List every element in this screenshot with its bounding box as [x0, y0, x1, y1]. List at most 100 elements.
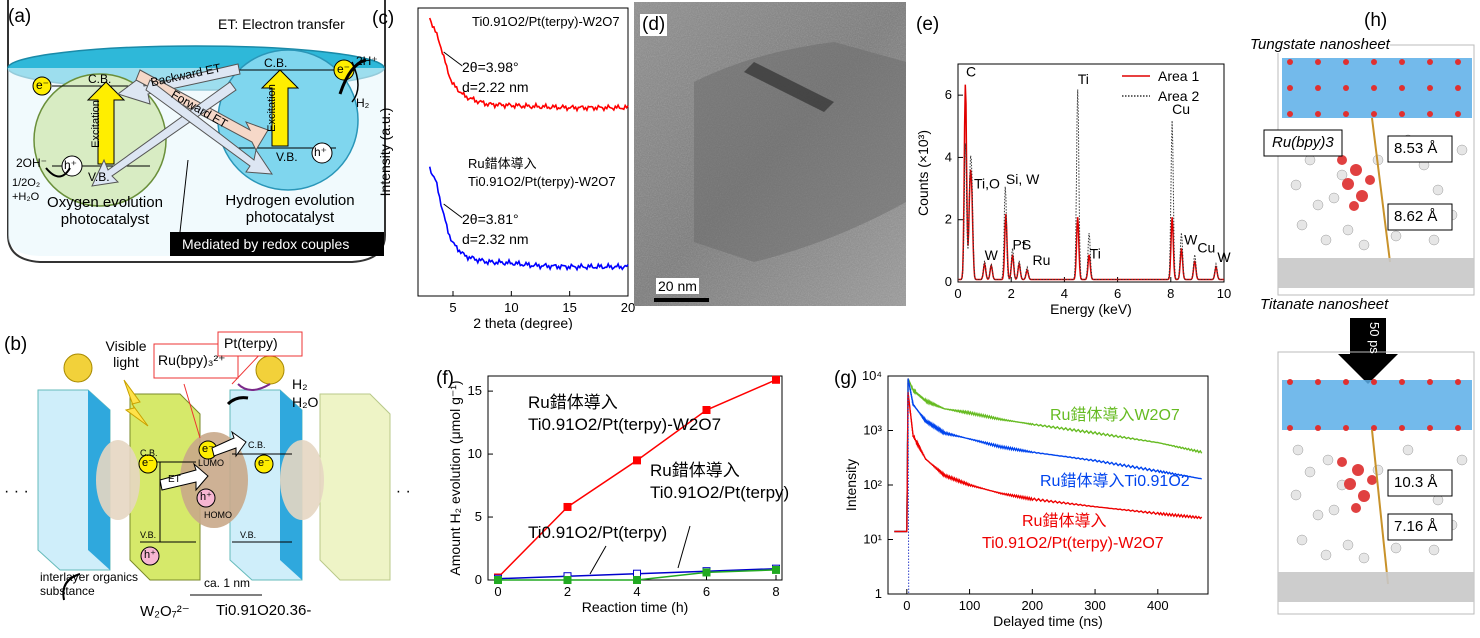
panel-label-e: (e) — [916, 14, 940, 35]
xrd-xtick-label: 10 — [504, 300, 518, 315]
visible-light-label: Visible light — [105, 338, 147, 370]
pl-ytick-label: 10² — [863, 477, 882, 492]
eds-peak-label: Pt — [1013, 236, 1026, 252]
panel-c: (c) 5 10 15 20 2 theta (degree) Intensity (a.… — [360, 0, 640, 331]
xrd-annotation: 2θ=3.98° — [462, 59, 519, 75]
electron-b2: e⁻ — [202, 443, 214, 455]
eds-peak-label: Cu — [1197, 239, 1215, 255]
hole-b1: h⁺ — [200, 491, 212, 503]
h2-series-name: Ti0.91O2/Pt(terpy) — [650, 483, 789, 502]
et-label-b: ET — [168, 474, 181, 485]
h2-data-point — [494, 576, 502, 584]
xrd-ylabel: Intensity (a.u.) — [377, 108, 393, 197]
panel-b-diagram: · · · · · · — [4, 331, 411, 601]
h2-series-name: Ti0.91O2/Pt(terpy) — [528, 523, 667, 542]
h2-data-point — [702, 406, 711, 414]
panel-f: (f) 0 2 4 6 8 0 5 10 15 Reaction time (h) Amount H… — [430, 362, 802, 633]
xrd-series-name: Ti0.91O2/Pt(terpy)-W2O7 — [468, 174, 616, 189]
h2-data-point — [772, 375, 780, 384]
pl-xtick-label: 100 — [959, 598, 981, 613]
h2-data-point — [633, 576, 641, 584]
scale-bar-label: 20 nm — [656, 278, 699, 294]
xrd-annotation: d=2.22 nm — [462, 79, 529, 95]
h2-xlabel: Reaction time (h) — [582, 599, 689, 615]
h2-ytick-label: 5 — [475, 509, 482, 524]
eds-xtick-label: 0 — [954, 286, 961, 301]
h2-xtick-label: 0 — [494, 584, 501, 599]
xrd-annotation-leader — [443, 51, 463, 67]
vb-label-right: V.B. — [276, 150, 298, 164]
panel-label-g: (g) — [834, 368, 858, 389]
h2-leader — [589, 545, 607, 575]
panel-b: (b) · · · · · · — [0, 330, 430, 633]
panel-a-diagram — [7, 0, 386, 263]
electron-b3: e⁻ — [258, 457, 270, 469]
interlayer-label: interlayer organics substance — [40, 570, 139, 598]
h2-label-b: H₂ — [292, 376, 308, 392]
h2-evolution-chart: 0 2 4 6 8 0 5 10 15 Reaction time (h) Amount H₂ ev… — [447, 375, 789, 615]
pl-series-name: Ru錯体導入 — [1022, 511, 1106, 530]
h2-data-point — [702, 568, 711, 577]
svg-text:· · ·: · · · — [386, 483, 411, 500]
eds-legend-label: Area 2 — [1158, 88, 1199, 104]
eds-ylabel: Counts (×10³) — [915, 130, 931, 216]
panel-d: (d) 20 nm — [634, 2, 906, 306]
panel-h: (h) — [1238, 0, 1480, 633]
panel-label-d: (d) — [640, 14, 668, 36]
h2-data-point — [563, 576, 572, 584]
eds-ytick-label: 2 — [945, 212, 952, 227]
eds-xtick-label: 2 — [1008, 286, 1015, 301]
eds-peak-label: W — [1217, 249, 1231, 265]
pl-series-line — [894, 378, 1202, 533]
et-note: ET: Electron transfer — [218, 16, 345, 32]
eds-peak-label: Cu — [1172, 101, 1190, 117]
pl-xtick-label: 200 — [1021, 598, 1043, 613]
eds-xtick-label: 8 — [1167, 286, 1174, 301]
pl-ytick-label: 10³ — [863, 423, 882, 438]
tem-image — [634, 2, 906, 306]
eds-xlabel: Energy (keV) — [1050, 301, 1132, 317]
vb-label-left: V.B. — [88, 170, 110, 184]
h2-xtick-label: 2 — [564, 584, 571, 599]
svg-text:· · ·: · · · — [4, 483, 29, 500]
xrd-annotation: d=2.32 nm — [462, 231, 529, 247]
pl-decay-chart: 0 100 200 300 400 1 10¹ 10² 10³ 10⁴ Delayed time (… — [843, 368, 1209, 629]
tungstate-layer-1 — [1282, 58, 1472, 118]
eds-peak-label: Ti — [1090, 246, 1101, 262]
xrd-series-name: Ru錯体導入 — [468, 156, 537, 171]
tio2-label: Ti0.91O20.36- — [216, 602, 312, 619]
electron-b1: e⁻ — [142, 457, 154, 469]
pl-ytick-label: 10⁴ — [862, 368, 882, 383]
xrd-chart: 5 10 15 20 2 theta (degree) Intensity (a.u.) T… — [377, 7, 635, 331]
eds-peak-label: Ti — [1078, 71, 1089, 87]
two-oh-label: 2OH⁻ — [16, 156, 48, 170]
w2o7-label: W₂O₇²⁻ — [140, 603, 190, 620]
h2o-label-b: H₂O — [292, 394, 319, 410]
pl-series-name: Ru錯体導入Ti0.91O2 — [1040, 471, 1190, 490]
hole-right: h⁺ — [314, 145, 328, 159]
homo-label: HOMO — [204, 510, 232, 520]
xrd-xtick-label: 15 — [562, 300, 576, 315]
electron-right: e⁻ — [337, 62, 351, 76]
h2-ytick-label: 0 — [475, 572, 482, 587]
h2-data-point — [563, 502, 572, 511]
eds-peak-label: Ru — [1032, 252, 1050, 268]
xrd-xlabel: 2 theta (degree) — [473, 315, 573, 330]
two-h-label: 2H⁺ — [356, 54, 378, 68]
h2-label: H₂ — [356, 96, 370, 110]
eds-peak-label: W — [1184, 232, 1198, 248]
cb-label-b1: C.B. — [140, 448, 158, 458]
xrd-annotation: 2θ=3.81° — [462, 211, 519, 227]
h2-series-name: Ru錯体導入 — [650, 461, 740, 480]
mediated-label: Mediated by redox couples — [182, 236, 350, 252]
pl-series-name: Ti0.91O2/Pt(terpy)-W2O7 — [982, 535, 1164, 552]
panel-g: (g) 0 100 200 300 400 1 10¹ 10² 10³ 10⁴ Delayed ti… — [832, 362, 1232, 633]
panel-label-c: (c) — [372, 8, 395, 29]
hydrogen-catalyst-label: Hydrogen evolution photocatalyst — [225, 192, 355, 226]
eds-ytick-label: 0 — [945, 274, 952, 289]
xrd-xtick-label: 20 — [621, 300, 635, 315]
h2-series-name: Ru錯体導入 — [528, 393, 618, 412]
time-step-label: 50 ps — [1367, 322, 1382, 354]
panel-a: (a) ET: Electron transfer — [0, 0, 392, 270]
eds-ytick-label: 4 — [945, 149, 952, 164]
